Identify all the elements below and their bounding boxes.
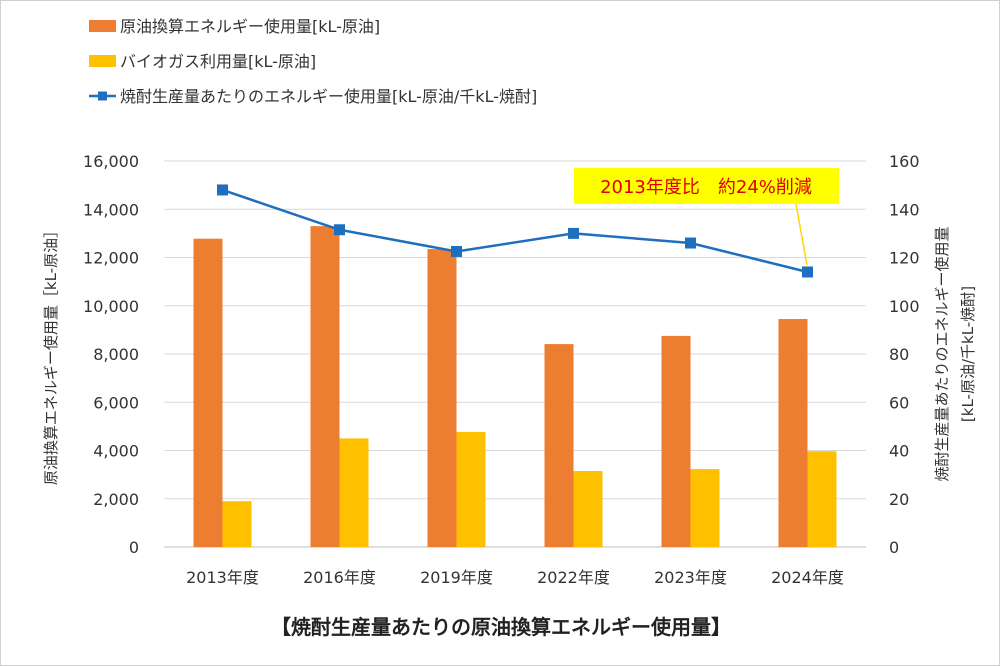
- bar-biogas: [456, 431, 486, 547]
- y-tick-label-left: 10,000: [83, 297, 139, 316]
- bar-energy-use: [778, 319, 808, 547]
- line-marker: [568, 227, 579, 239]
- line-marker: [217, 184, 228, 196]
- bar-energy-use: [310, 226, 340, 547]
- bar-biogas: [339, 438, 369, 547]
- chart-title: 【焼酎生産量あたりの原油換算エネルギー使用量】: [271, 615, 731, 639]
- annotation-box: [574, 168, 839, 204]
- y-tick-label-left: 0: [129, 538, 139, 557]
- y-tick-label-left: 16,000: [83, 152, 139, 171]
- y-tick-label-right: 0: [889, 538, 899, 557]
- annotation-text: 2013年度比 約24%削減: [600, 177, 812, 198]
- x-tick-label: 2022年度: [537, 568, 610, 587]
- bar-biogas: [807, 451, 837, 547]
- y-tick-label-left: 8,000: [93, 345, 139, 364]
- y-axis-label-right-2: [kL-原油/千kL-焼酎]: [959, 286, 977, 422]
- bar-biogas: [690, 469, 720, 547]
- y-tick-label-right: 40: [889, 442, 909, 461]
- bar-biogas: [573, 471, 603, 547]
- legend-swatch: [89, 55, 116, 67]
- line-energy-per-production: [222, 188, 808, 274]
- y-tick-label-right: 100: [889, 297, 920, 316]
- legend-label: 焼酎生産量あたりのエネルギー使用量[kL-原油/千kL-焼酎]: [120, 87, 537, 106]
- line-marker: [334, 224, 345, 236]
- y-tick-label-left: 2,000: [93, 490, 139, 509]
- bar-biogas: [222, 501, 252, 547]
- bar-energy-use: [427, 249, 457, 547]
- y-axis-label-left: 原油換算エネルギー使用量［kL-原油］: [42, 223, 60, 485]
- y-tick-label-left: 14,000: [83, 200, 139, 219]
- legend-marker: [98, 91, 107, 101]
- legend-swatch: [89, 20, 116, 32]
- y-tick-label-right: 140: [889, 200, 920, 219]
- y-tick-label-right: 20: [889, 490, 909, 509]
- legend-label: 原油換算エネルギー使用量[kL-原油]: [120, 17, 380, 36]
- y-tick-label-left: 12,000: [83, 249, 139, 268]
- x-tick-label: 2016年度: [303, 568, 376, 587]
- y-tick-label-left: 4,000: [93, 442, 139, 461]
- x-tick-label: 2023年度: [654, 568, 727, 587]
- y-tick-label-right: 120: [889, 249, 920, 268]
- x-tick-label: 2019年度: [420, 568, 493, 587]
- legend-label: バイオガス利用量[kL-原油]: [120, 52, 316, 71]
- annotation-leader: [795, 203, 808, 266]
- y-tick-label-right: 60: [889, 393, 909, 412]
- y-axis-label-right-1: 焼酎生産量あたりのエネルギー使用量: [933, 226, 951, 481]
- bar-energy-use: [544, 344, 574, 547]
- bar-energy-use: [661, 335, 691, 547]
- y-tick-label-left: 6,000: [93, 393, 139, 412]
- x-tick-label: 2013年度: [186, 568, 259, 587]
- line-marker: [451, 245, 462, 257]
- y-tick-label-right: 80: [889, 345, 909, 364]
- x-tick-label: 2024年度: [771, 568, 844, 587]
- line-marker: [685, 237, 696, 249]
- bar-energy-use: [193, 238, 223, 547]
- line-marker: [802, 266, 813, 278]
- y-tick-label-right: 160: [889, 152, 920, 171]
